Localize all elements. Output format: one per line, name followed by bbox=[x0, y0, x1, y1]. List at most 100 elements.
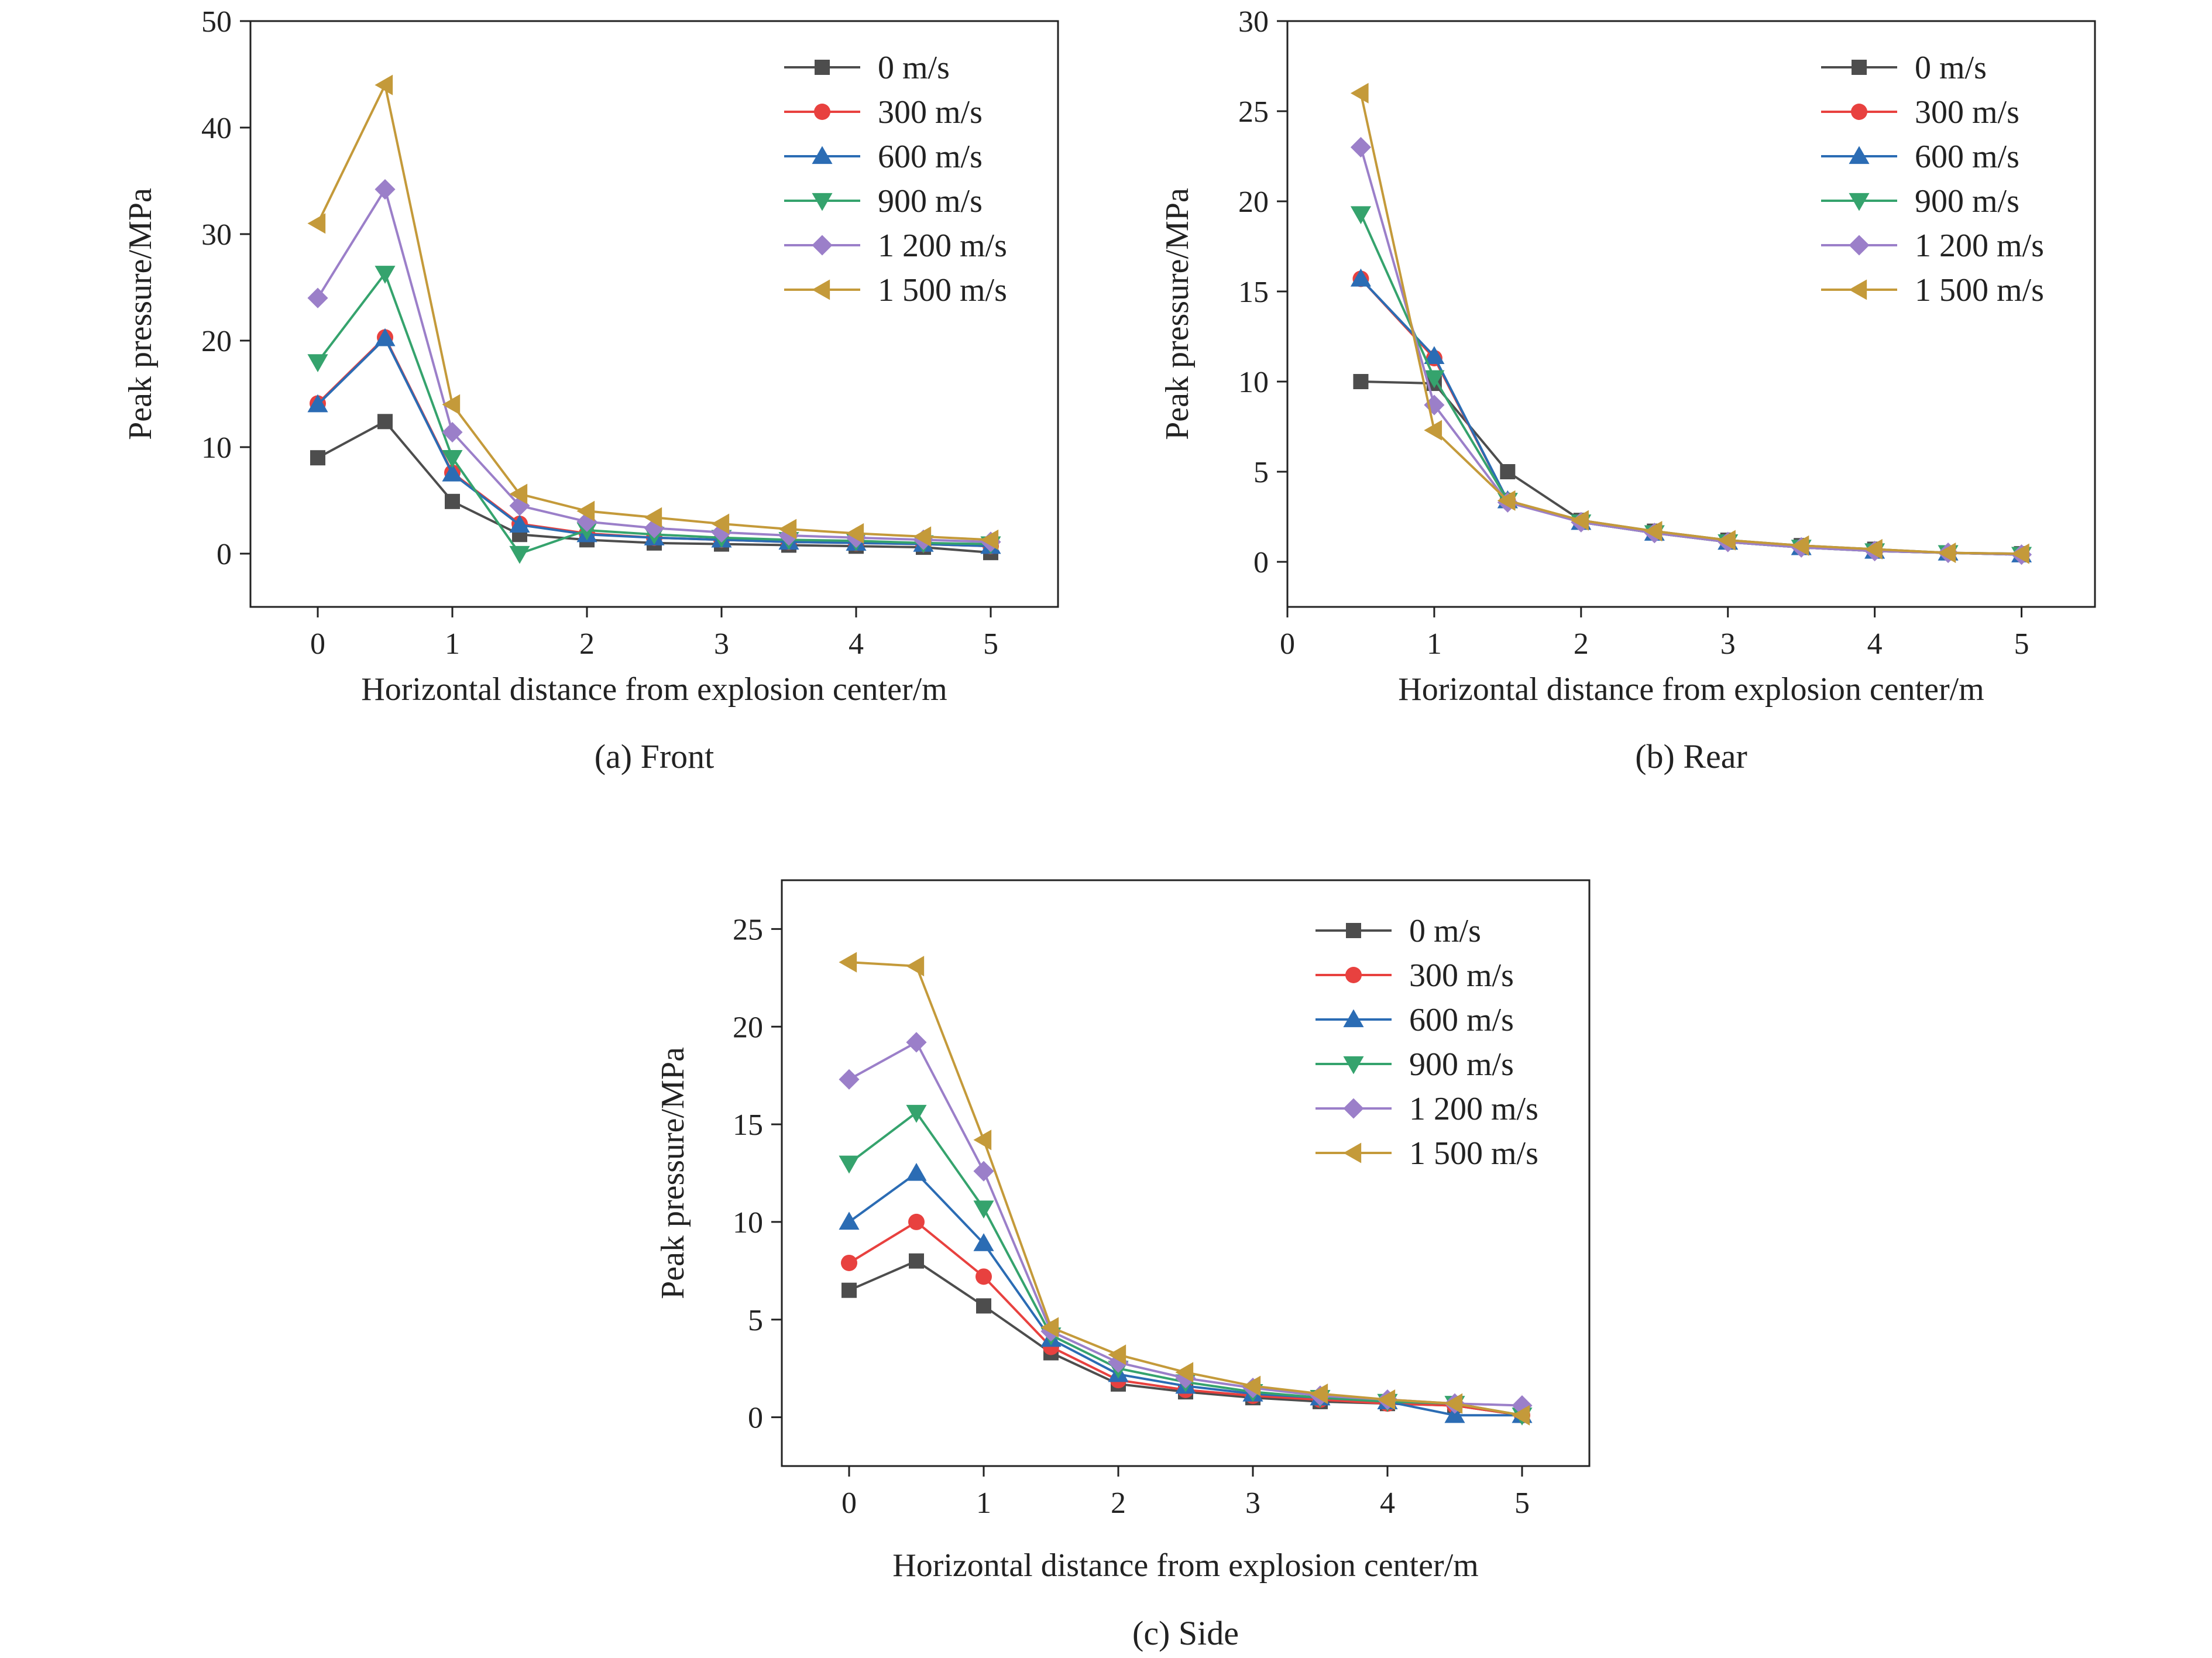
x-tick-label: 4 bbox=[849, 627, 864, 661]
data-point bbox=[839, 1069, 860, 1090]
data-point bbox=[1310, 1383, 1328, 1405]
series-1500m-s bbox=[839, 952, 1530, 1426]
data-point bbox=[839, 1211, 860, 1230]
data-point bbox=[375, 179, 396, 200]
x-tick-label: 5 bbox=[1514, 1487, 1530, 1520]
legend-marker bbox=[1346, 923, 1361, 938]
y-tick-label: 15 bbox=[733, 1108, 763, 1142]
y-tick-label: 30 bbox=[1238, 5, 1269, 39]
data-point bbox=[644, 507, 662, 528]
data-point bbox=[442, 463, 463, 482]
data-point bbox=[1512, 1405, 1530, 1426]
data-point bbox=[442, 450, 463, 468]
legend-marker bbox=[1849, 235, 1870, 256]
x-tick-label: 1 bbox=[1427, 627, 1442, 661]
legend-item: 1 200 m/s bbox=[1821, 228, 2044, 264]
legend-label: 900 m/s bbox=[1915, 183, 2019, 219]
data-point bbox=[2011, 543, 2029, 564]
data-point bbox=[1444, 1393, 1463, 1414]
series-line bbox=[1359, 213, 2022, 556]
x-tick-label: 3 bbox=[1720, 627, 1736, 661]
y-tick-label: 25 bbox=[733, 913, 763, 946]
chart-panel-2: 0 1 2 3 4 5 0 5 10 15 20 25 30 Horizontal distance fr… bbox=[1159, 5, 2096, 775]
series-1500m-s bbox=[1350, 83, 2029, 564]
data-point bbox=[973, 1161, 994, 1182]
data-point bbox=[980, 529, 999, 550]
legend-label: 300 m/s bbox=[878, 94, 983, 131]
data-point bbox=[841, 1282, 857, 1298]
data-point bbox=[1864, 538, 1883, 559]
y-tick-label: 0 bbox=[1253, 546, 1269, 579]
data-point bbox=[1791, 535, 1809, 556]
x-tick-label: 3 bbox=[714, 627, 729, 661]
legend-item: 1 500 m/s bbox=[784, 272, 1007, 308]
legend-label: 600 m/s bbox=[1915, 139, 2019, 175]
legend-marker bbox=[1849, 146, 1870, 164]
data-point bbox=[375, 266, 396, 284]
data-point bbox=[1571, 510, 1589, 531]
legend-item: 900 m/s bbox=[784, 183, 983, 219]
data-point bbox=[1424, 394, 1445, 416]
data-point bbox=[375, 328, 396, 346]
x-tick-label: 0 bbox=[310, 627, 325, 661]
data-point bbox=[576, 511, 597, 532]
legend-item: 300 m/s bbox=[1821, 94, 2019, 131]
legend-item: 1 500 m/s bbox=[1315, 1135, 1538, 1172]
series-600m-s bbox=[1350, 268, 2032, 562]
data-point bbox=[576, 500, 595, 521]
data-point bbox=[1424, 346, 1445, 365]
y-tick-label: 20 bbox=[733, 1011, 763, 1044]
plot-frame bbox=[1286, 20, 2096, 608]
legend-marker bbox=[1343, 1098, 1364, 1119]
legend-item: 900 m/s bbox=[1315, 1046, 1514, 1083]
data-point bbox=[442, 394, 461, 415]
legend-label: 1 500 m/s bbox=[1915, 272, 2044, 308]
legend-item: 0 m/s bbox=[1821, 50, 1987, 86]
data-point bbox=[1718, 530, 1736, 551]
plot-frame bbox=[249, 20, 1059, 608]
data-point bbox=[375, 74, 393, 95]
panel-caption: (a) Front bbox=[595, 737, 715, 775]
legend-label: 900 m/s bbox=[878, 183, 983, 219]
data-point bbox=[839, 1155, 860, 1174]
data-point bbox=[973, 1130, 992, 1151]
x-tick-label: 4 bbox=[1380, 1487, 1395, 1520]
y-tick-label: 50 bbox=[201, 5, 232, 39]
y-tick-label: 5 bbox=[1253, 456, 1269, 489]
x-tick-label: 4 bbox=[1867, 627, 1883, 661]
legend-label: 1 500 m/s bbox=[1409, 1135, 1538, 1172]
data-point bbox=[778, 519, 797, 540]
legend-label: 300 m/s bbox=[1915, 94, 2019, 131]
data-point bbox=[906, 956, 925, 977]
legend-marker bbox=[815, 60, 830, 75]
y-tick-label: 5 bbox=[748, 1304, 763, 1337]
legend-marker bbox=[1343, 1056, 1364, 1075]
series-1500m-s bbox=[307, 74, 999, 550]
data-point bbox=[509, 514, 530, 533]
legend-marker bbox=[812, 146, 833, 164]
data-point bbox=[1350, 137, 1372, 158]
legend-label: 600 m/s bbox=[878, 139, 983, 175]
legend-marker bbox=[812, 235, 833, 256]
x-axis-label: Horizontal distance from explosion cente… bbox=[361, 671, 947, 708]
y-axis-label: Peak pressure/MPa bbox=[122, 188, 159, 440]
plot-frame bbox=[781, 879, 1591, 1467]
data-point bbox=[1353, 374, 1369, 389]
legend-marker bbox=[1343, 1142, 1362, 1163]
legend-label: 900 m/s bbox=[1409, 1046, 1514, 1083]
legend-marker bbox=[1345, 967, 1362, 983]
legend-item: 1 500 m/s bbox=[1821, 272, 2044, 308]
data-point bbox=[307, 213, 326, 234]
legend-item: 600 m/s bbox=[1315, 1002, 1514, 1038]
legend-label: 0 m/s bbox=[878, 50, 950, 86]
legend-label: 0 m/s bbox=[1409, 913, 1481, 949]
data-point bbox=[1350, 206, 1372, 225]
x-tick-label: 5 bbox=[983, 627, 998, 661]
y-axis-label: Peak pressure/MPa bbox=[1159, 188, 1196, 440]
panel-caption: (c) Side bbox=[1132, 1614, 1239, 1652]
data-point bbox=[509, 545, 530, 564]
data-point bbox=[908, 1213, 925, 1230]
data-point bbox=[1350, 83, 1369, 104]
y-tick-label: 0 bbox=[217, 538, 232, 571]
